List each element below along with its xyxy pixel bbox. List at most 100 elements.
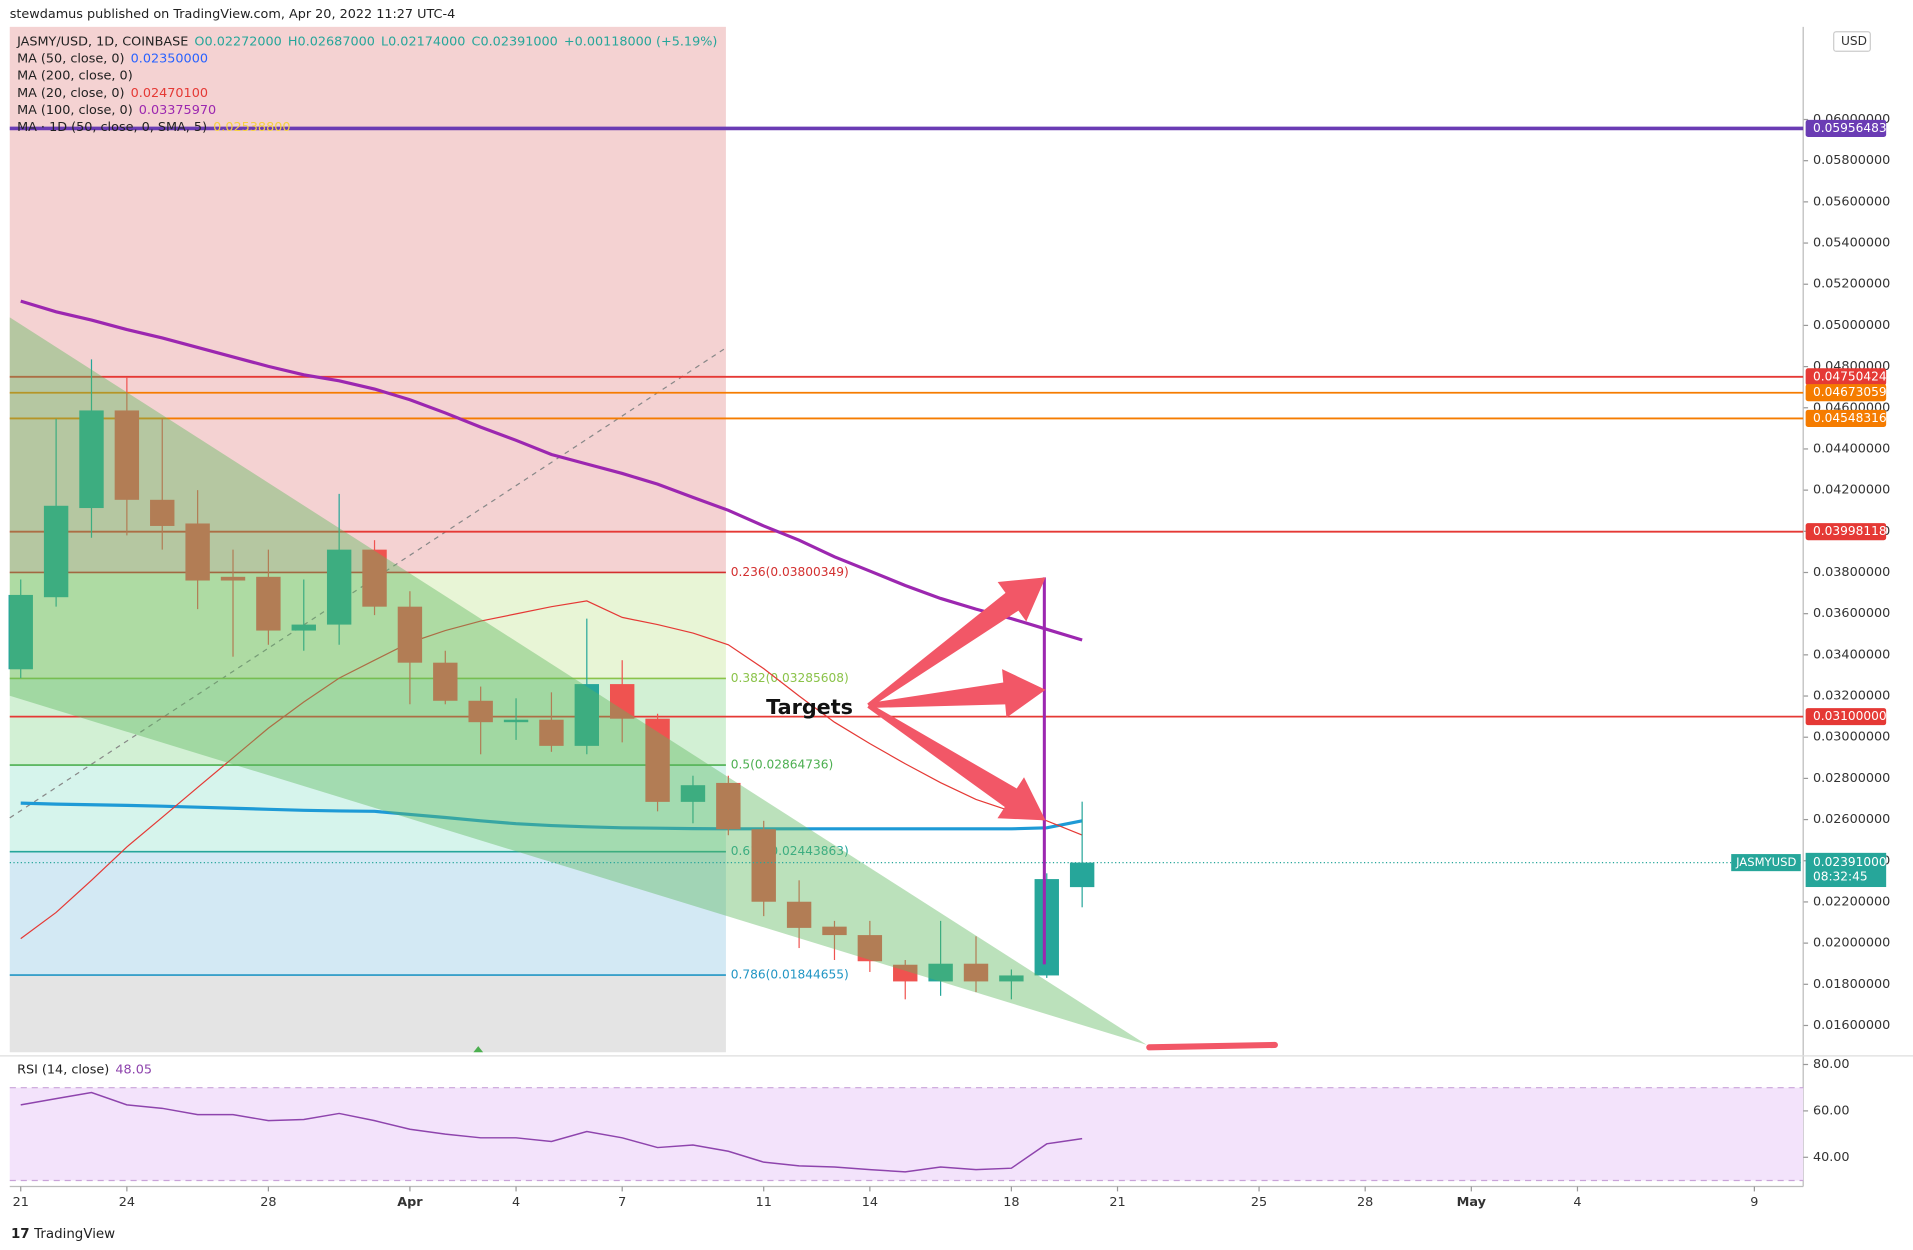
indicator-legend: MA (100, close, 0) 0.03375970: [17, 102, 216, 117]
legend-text: 48.05: [115, 1062, 152, 1077]
candle-body: [786, 901, 812, 928]
moving-average: [20, 299, 1083, 642]
fib-label: 0.786(0.01844655): [731, 968, 849, 982]
x-tick-label: 25: [1251, 1195, 1267, 1210]
y-tick-label: 60.00: [1813, 1103, 1850, 1118]
x-tick-label: 28: [1357, 1195, 1373, 1210]
candle-body: [43, 505, 69, 598]
x-tick-label: Apr: [397, 1195, 423, 1210]
x-tick-label: 4: [1573, 1195, 1581, 1210]
wedge-pattern: [9, 317, 1147, 1045]
candle-body: [362, 549, 387, 607]
x-tick-label: 11: [756, 1195, 772, 1210]
candle-body: [1069, 862, 1095, 888]
legend-text: H0.02687000: [288, 34, 375, 49]
y-tick-label: 0.04400000: [1813, 441, 1890, 456]
candle-body: [433, 662, 458, 701]
legend-text: 0.02538800: [213, 119, 290, 134]
legend-text: MA · 1D (50, close, 0, SMA, 5): [17, 119, 207, 134]
indicator-legend: MA (20, close, 0) 0.02470100: [17, 85, 208, 100]
target-arrow: [867, 703, 1046, 821]
x-tick-label: 7: [618, 1195, 626, 1210]
legend-text: L0.02174000: [381, 34, 465, 49]
brand: TradingView: [33, 1227, 115, 1242]
legend-text: MA (20, close, 0): [17, 85, 124, 100]
currency-box: [1833, 31, 1871, 52]
candle-body: [79, 410, 104, 509]
y-tick-label: 80.00: [1813, 1057, 1850, 1072]
plot-layer: 0.01600000 0.01800000 0.02000000 0.02200000…: [0, 26, 1913, 1210]
y-tick-label: 0.05400000: [1813, 236, 1890, 251]
target-arrow: [867, 577, 1046, 708]
y-tick-label: 0.02800000: [1813, 771, 1890, 786]
candle-body: [574, 684, 600, 746]
legend-text: O0.02272000: [194, 34, 281, 49]
y-tick-label: 0.03200000: [1813, 689, 1890, 704]
price-label: 0.04673059: [1813, 385, 1887, 399]
candle-body: [645, 718, 670, 802]
y-tick-label: 0.01600000: [1813, 1018, 1890, 1033]
candle-body: [893, 964, 918, 982]
y-tick-label: 0.02200000: [1813, 894, 1890, 909]
candle-body: [1034, 879, 1059, 976]
fib-zone: [9, 678, 726, 766]
price-label: 0.03998118: [1813, 524, 1887, 538]
price-label: 0.04750424: [1813, 369, 1887, 383]
fib-label: 0.382(0.03285608): [731, 671, 849, 685]
last-price-box: [1805, 852, 1887, 888]
y-tick-label: 0.05600000: [1813, 194, 1890, 209]
x-tick-label: May: [1457, 1195, 1487, 1210]
rsi-line: [20, 1091, 1083, 1173]
price-label: 0.04548316: [1813, 411, 1887, 425]
candle-body: [999, 975, 1024, 982]
indicator-legend: MA (200, close, 0): [17, 68, 133, 83]
y-tick-label: 0.05800000: [1813, 153, 1890, 168]
candle-body: [397, 606, 423, 663]
candle-body: [150, 499, 175, 526]
legend-text: MA (200, close, 0): [17, 68, 133, 83]
countdown: 08:32:45: [1813, 870, 1868, 884]
price-label-box: [1805, 119, 1887, 138]
legend-text: 0.03375970: [139, 102, 216, 117]
y-tick-label: 0.03600000: [1813, 606, 1890, 621]
trend-diagonal: [9, 347, 727, 819]
y-tick-label: 0.04200000: [1813, 483, 1890, 498]
fib-zone: [9, 851, 726, 976]
candle-body: [503, 719, 529, 723]
x-tick-label: 21: [1109, 1195, 1125, 1210]
last-price-label: 0.02391000: [1813, 855, 1887, 869]
price-label-box: [1805, 384, 1887, 402]
candle-body: [963, 963, 989, 982]
price-label: 0.03100000: [1813, 709, 1887, 723]
fib-label: 0.5(0.02864736): [731, 758, 834, 772]
y-tick-label: 0.02600000: [1813, 812, 1890, 827]
legend-text: +0.00118000 (+5.19%): [564, 34, 717, 49]
fib-zone: [9, 975, 726, 1053]
indicator-legend: MA · 1D (50, close, 0, SMA, 5) 0.02538800: [17, 119, 290, 134]
price-label-box: [1805, 368, 1887, 386]
y-tick-label: 0.03400000: [1813, 647, 1890, 662]
symbol-label: JASMYUSD: [1735, 855, 1796, 869]
candle-body: [539, 719, 564, 746]
x-tick-label: 14: [862, 1195, 878, 1210]
y-tick-label: 0.05000000: [1813, 318, 1890, 333]
moving-average: [20, 801, 1083, 831]
y-tick-label: 0.01800000: [1813, 977, 1890, 992]
publish-header: stewdamus published on TradingView.com, …: [10, 7, 456, 22]
target-arrow: [868, 669, 1046, 718]
candle-body: [114, 410, 140, 500]
indicator-legend: MA (50, close, 0) 0.02350000: [17, 51, 208, 66]
candle-body: [468, 700, 493, 723]
y-tick-label: 0.03000000: [1813, 730, 1890, 745]
candle-body: [609, 684, 635, 719]
candle-body: [326, 549, 352, 625]
moving-average: [20, 600, 1083, 940]
y-tick-label: 0.02000000: [1813, 936, 1890, 951]
price-label-box: [1805, 409, 1887, 427]
target-base: [1146, 1041, 1278, 1051]
candle-body: [716, 782, 741, 830]
fib-zone: [9, 765, 726, 852]
x-tick-label: 28: [260, 1195, 276, 1210]
candle-body: [822, 926, 847, 936]
